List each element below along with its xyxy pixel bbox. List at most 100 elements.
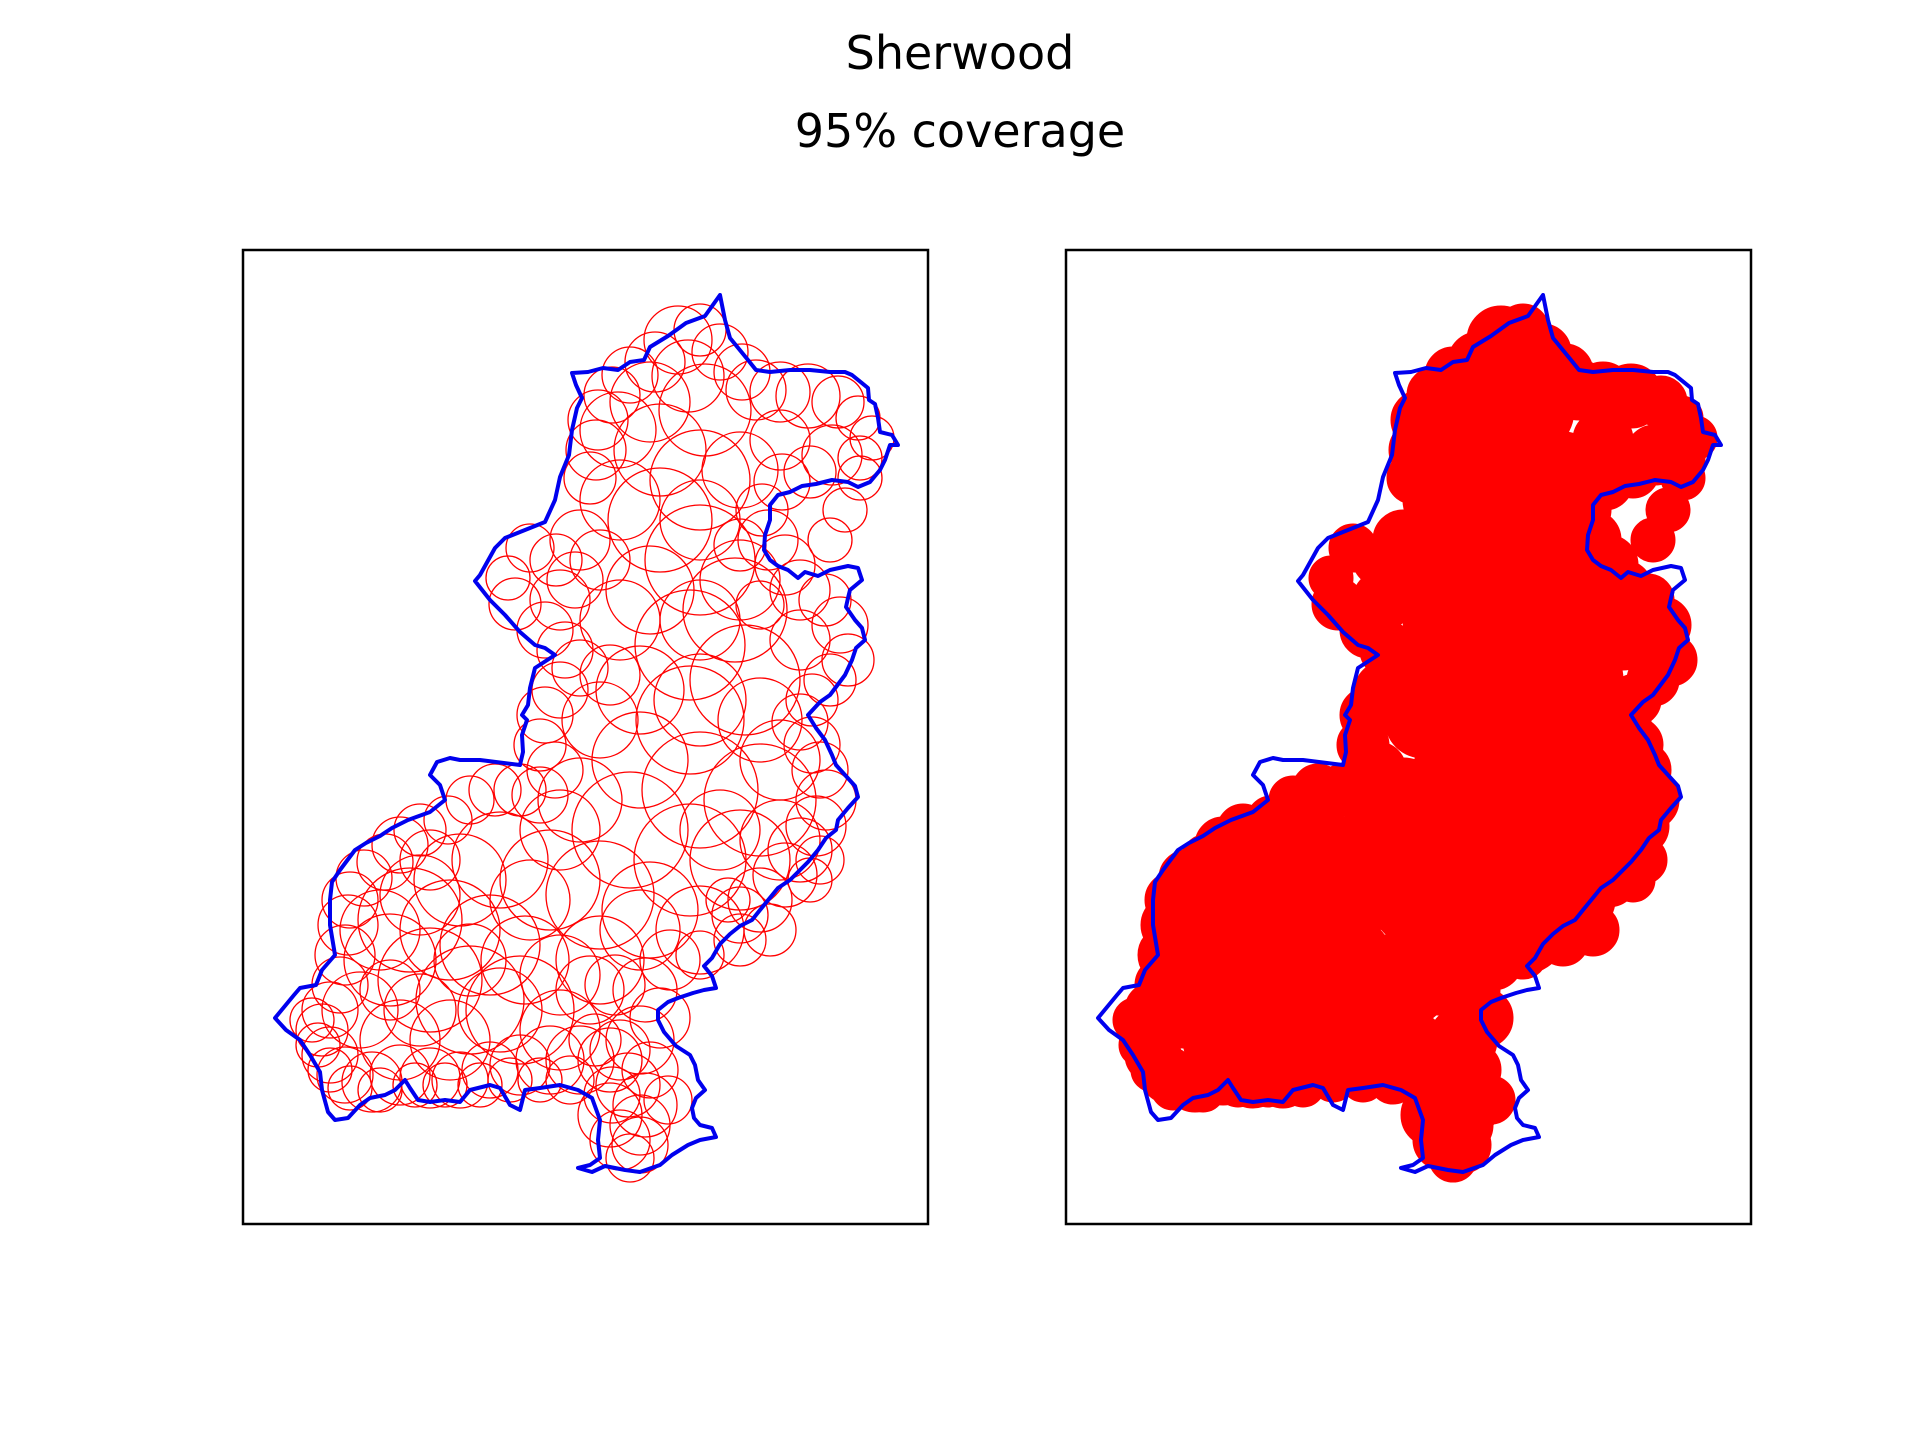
- coverage-circle-outline: [644, 504, 756, 616]
- coverage-circle-outline: [314, 924, 376, 986]
- coverage-circle-outline: [433, 923, 507, 997]
- coverage-circle-outline: [537, 757, 623, 843]
- coverage-circle-outline: [316, 1046, 374, 1104]
- coverage-circle-outline: [635, 665, 745, 775]
- coverage-circle-outline: [289, 997, 335, 1043]
- coverage-circle-outline: [735, 580, 785, 630]
- coverage-circle-outline: [767, 817, 833, 883]
- coverage-circle-filled: [1482, 479, 1564, 561]
- coverage-circle-outline: [422, 1062, 468, 1108]
- coverage-circle-outline: [612, 1072, 678, 1138]
- coverage-circle-outline: [589, 1019, 651, 1081]
- coverage-circle-filled: [1572, 409, 1634, 471]
- coverage-circle-outline: [743, 903, 797, 957]
- coverage-circle-outline: [488, 577, 542, 631]
- coverage-circle-outline: [343, 913, 437, 1007]
- coverage-circle-outline: [383, 973, 457, 1047]
- coverage-circle-outline: [567, 389, 629, 451]
- coverage-circle-outline: [399, 829, 461, 891]
- coverage-circle-outline: [621, 1041, 679, 1099]
- coverage-circle-outline: [377, 927, 483, 1033]
- coverage-circle-outline: [321, 971, 399, 1049]
- coverage-circle-filled: [1592, 609, 1654, 671]
- coverage-circle-outline: [653, 653, 747, 747]
- coverage-circle-outline: [565, 419, 627, 481]
- left-panel: [241, 248, 930, 1226]
- coverage-circle-outline: [584, 954, 646, 1016]
- coverage-circle-outline: [529, 533, 583, 587]
- coverage-circle-outline: [561, 681, 639, 759]
- coverage-circle-outline: [601, 346, 659, 404]
- coverage-circle-outline: [392, 1062, 438, 1108]
- coverage-circle-outline: [785, 673, 839, 727]
- coverage-circle-outline: [563, 451, 617, 505]
- coverage-circle-outline: [415, 945, 525, 1055]
- coverage-circle-outline: [727, 867, 793, 933]
- coverage-circle-outline: [803, 653, 857, 707]
- coverage-circle-outline: [499, 829, 601, 931]
- coverage-circle-outline: [513, 718, 567, 772]
- coverage-circle-filled: [1502, 789, 1584, 871]
- coverage-circle-outline: [546, 551, 604, 609]
- coverage-circle-outline: [551, 639, 609, 697]
- coverage-circle-outline: [545, 1025, 615, 1095]
- coverage-circle-outline: [465, 955, 575, 1065]
- coverage-circle-outline: [571, 771, 689, 889]
- sherwood-boundary-left: [273, 293, 900, 1174]
- coverage-circle-filled: [1566, 903, 1620, 957]
- coverage-circle-outline: [749, 361, 811, 423]
- coverage-circle-outline: [651, 339, 725, 413]
- coverage-circle-outline: [689, 624, 801, 736]
- coverage-circle-filled: [1162, 889, 1244, 971]
- coverage-circle-outline: [752, 842, 818, 908]
- coverage-circle-outline: [301, 981, 359, 1039]
- coverage-circle-outline: [811, 596, 869, 654]
- coverage-circle-outline: [357, 867, 463, 973]
- coverage-circles-filled: [1112, 303, 1718, 1183]
- coverage-circle-outline: [675, 930, 725, 980]
- coverage-circle-outline: [807, 517, 853, 563]
- coverage-circle-outline: [489, 859, 571, 941]
- coverage-circle-outline: [607, 467, 713, 573]
- right-panel: [1064, 248, 1753, 1226]
- coverage-circle-outline: [659, 479, 741, 561]
- coverage-circle-outline: [791, 741, 849, 799]
- coverage-circle-outline: [837, 455, 883, 501]
- coverage-circle-outline: [769, 609, 831, 671]
- coverage-circle-filled: [1660, 455, 1706, 501]
- coverage-circle-outline: [480, 915, 570, 1005]
- coverage-circle-outline: [505, 523, 555, 573]
- coverage-circle-outline: [529, 569, 591, 631]
- coverage-circle-outline: [725, 359, 787, 421]
- coverage-circle-outline: [605, 1133, 655, 1183]
- coverage-circle-outline: [682, 557, 788, 663]
- coverage-circle-outline: [624, 331, 686, 393]
- coverage-circle-outline: [679, 789, 761, 871]
- coverage-circle-outline: [735, 483, 789, 537]
- coverage-circle-filled: [1222, 829, 1284, 891]
- coverage-circle-outline: [749, 409, 811, 471]
- coverage-circle-outline: [413, 833, 507, 927]
- coverage-circle-outline: [577, 1082, 643, 1148]
- coverage-circle-outline: [568, 1013, 622, 1067]
- coverage-circle-outline: [699, 539, 781, 621]
- coverage-circle-outline: [583, 366, 641, 424]
- coverage-circle-outline: [822, 487, 868, 533]
- coverage-circle-outline: [519, 789, 601, 871]
- coverage-circle-filled: [1182, 959, 1244, 1021]
- coverage-circle-outline: [837, 435, 883, 481]
- coverage-circle-outline: [595, 645, 685, 735]
- sherwood-boundary-right: [1096, 293, 1723, 1174]
- coverage-circle-outline: [691, 323, 749, 381]
- coverage-circle-filled: [1610, 857, 1656, 903]
- coverage-circle-outline: [634, 589, 746, 701]
- coverage-circle-filled: [1256, 923, 1330, 997]
- coverage-circle-filled: [1402, 459, 1484, 541]
- coverage-circle-filled: [1342, 789, 1424, 871]
- coverage-circle-outline: [485, 555, 531, 601]
- coverage-circle-filled: [1528, 877, 1574, 923]
- coverage-circle-outline: [457, 1062, 503, 1108]
- coverage-circle-outline: [601, 861, 699, 959]
- coverage-circle-outline: [451, 811, 549, 909]
